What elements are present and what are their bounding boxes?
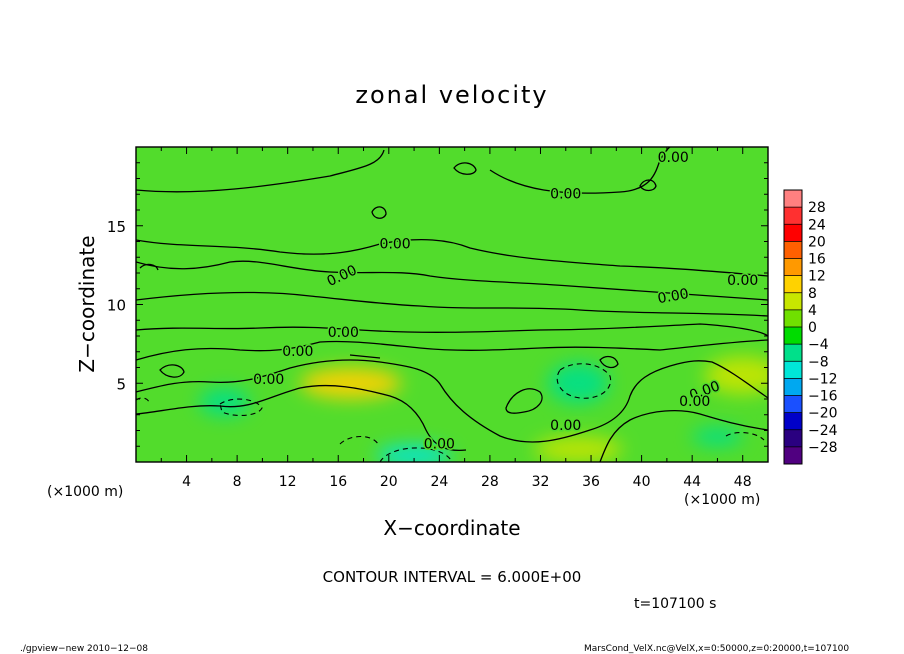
region (548, 362, 609, 404)
x-tick-label: 4 (182, 474, 191, 490)
contour-label: 0.00 (727, 273, 758, 289)
contour-line (136, 260, 768, 301)
contour-line (136, 339, 768, 361)
footer-right: MarsCond_VelX.nc@VelX,x=0:50000,z=0:2000… (584, 644, 849, 654)
contour-line (136, 149, 385, 193)
x-axis-label: X−coordinate (383, 516, 520, 540)
colorbar-label: 28 (808, 200, 826, 216)
contour-label: 0.00 (282, 344, 313, 360)
colorbar-swatch (784, 292, 802, 310)
contour-line (371, 206, 387, 219)
region (300, 367, 402, 399)
negative-contour (556, 363, 612, 399)
contour-lines (136, 147, 768, 462)
colorbar-label: 0 (808, 320, 817, 336)
colorbar-label: 4 (808, 303, 817, 319)
x-axis: 4 8 12 16 20 24 28 32 36 40 44 48 (160, 147, 769, 490)
plot-area: 0.00 0.00 0.00 0.00 0.00 0.00 0.00 0.00 0.00 0.00… (107, 146, 769, 490)
x-tick-label: 16 (329, 474, 347, 490)
y-tick-label: 15 (107, 218, 126, 236)
x-tick-label: 8 (233, 474, 242, 490)
chart-title: zonal velocity (355, 81, 548, 109)
colorbar-label: −16 (808, 389, 838, 405)
colorbar-swatch (784, 241, 802, 259)
colorbar-label: 12 (808, 269, 826, 285)
colorbar-swatch (784, 207, 802, 225)
colorbar-label: 16 (808, 252, 826, 268)
contour-line (599, 410, 768, 462)
contour-label: 0.00 (424, 437, 455, 453)
x-tick-label: 40 (633, 474, 651, 490)
colorbar-swatch (784, 412, 802, 430)
colorbar-label: 24 (808, 217, 826, 233)
contour-line (639, 179, 657, 192)
x-unit-left: (×1000 m) (47, 484, 123, 500)
contour-label: 0.00 (328, 325, 359, 341)
colorbar-swatch (784, 429, 802, 447)
contour-line (139, 263, 159, 271)
contour-label: 0.00 (380, 237, 411, 253)
x-tick-label: 28 (481, 474, 499, 490)
colorbar-swatch (784, 327, 802, 345)
contour-label: 0.00 (658, 150, 689, 166)
contour-label: 0.00 (550, 186, 581, 202)
colorbar-swatch (784, 258, 802, 276)
colorbar-swatch (784, 190, 802, 208)
time-label: t=107100 s (634, 596, 716, 612)
region (376, 444, 452, 462)
x-unit-right: (×1000 m) (684, 492, 760, 508)
y-tick-label: 10 (107, 297, 126, 315)
negative-contour (725, 431, 765, 441)
colorbar-swatch (784, 275, 802, 293)
contour-line (453, 162, 477, 175)
region (534, 436, 623, 462)
colorbar-label: −24 (808, 423, 838, 439)
colorbar-label: −28 (808, 440, 838, 456)
footer-left: ./gpview−new 2010−12−08 (20, 644, 148, 654)
contour-line (136, 359, 768, 443)
x-tick-label: 36 (582, 474, 600, 490)
contour-interval: CONTOUR INTERVAL = 6.000E+00 (323, 568, 582, 586)
colorbar-swatch (784, 344, 802, 362)
x-tick-label: 12 (279, 474, 297, 490)
region (692, 427, 743, 447)
y-axis-label: Z−coordinate (75, 235, 99, 372)
colorbar-label: −4 (808, 337, 829, 353)
colorbar-swatch (784, 361, 802, 379)
x-tick-label: 48 (734, 474, 752, 490)
contour-line (136, 238, 768, 277)
contour-line (505, 388, 543, 414)
x-tick-label: 32 (532, 474, 550, 490)
y-tick-label: 5 (116, 375, 126, 393)
contour-line (136, 291, 768, 317)
contour-line (136, 323, 768, 337)
contour-label: 0.00 (253, 372, 284, 388)
colorbar-label: 20 (808, 234, 826, 250)
colorbar-label: −8 (808, 354, 829, 370)
colorbar-swatch (784, 395, 802, 413)
colorbar-swatch (784, 309, 802, 327)
contour-line (489, 147, 671, 194)
colorbar-label: −12 (808, 371, 838, 387)
contour-label: 0.00 (550, 418, 581, 434)
contour-label: 0.00 (679, 394, 710, 410)
colorbar-swatch (784, 224, 802, 242)
contour-line (159, 364, 185, 378)
colorbar-label: −20 (808, 406, 838, 422)
contour-line (599, 355, 619, 369)
colorbar-swatch (784, 378, 802, 396)
x-tick-label: 44 (683, 474, 701, 490)
colorbar-swatch (784, 446, 802, 464)
x-tick-label: 20 (380, 474, 398, 490)
contour-line (136, 384, 467, 452)
colorbar-label: 8 (808, 286, 817, 302)
negative-contour (339, 435, 379, 445)
y-axis: 5 10 15 (107, 146, 768, 447)
contour-line (349, 354, 381, 359)
negative-contour (379, 447, 453, 462)
x-tick-label: 24 (430, 474, 448, 490)
negative-contour (219, 398, 263, 417)
